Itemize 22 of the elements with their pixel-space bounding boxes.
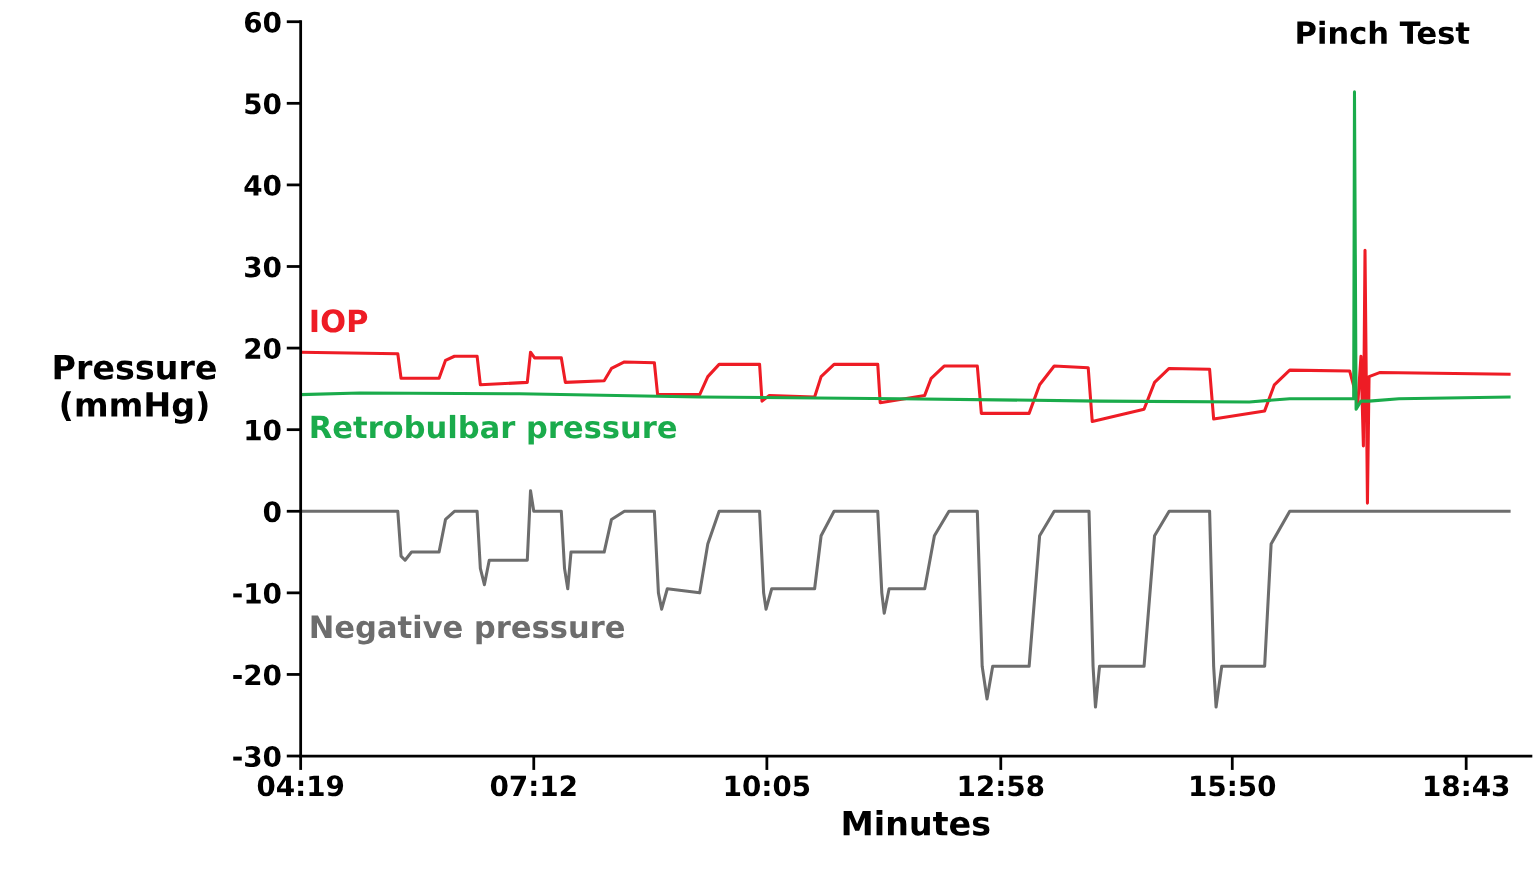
y-tick-label: 0: [263, 501, 281, 523]
x-tick-label: 18:43: [1425, 775, 1509, 797]
y-tick-label: -30: [233, 745, 281, 767]
x-axis-title: Minutes: [843, 810, 990, 836]
y-tick-label: -20: [233, 664, 281, 686]
series-label: IOP: [311, 309, 368, 333]
y-tick-label: 50: [245, 93, 281, 115]
y-tick-label: 20: [245, 338, 281, 360]
series-label: Retrobulbar pressure: [311, 414, 677, 445]
annotation: Pinch Test: [1297, 20, 1470, 45]
x-tick-label: 07:12: [490, 775, 576, 797]
y-tick-label: 30: [245, 256, 281, 278]
x-tick-label: 12:58: [959, 775, 1044, 797]
y-tick-label: 40: [244, 174, 281, 196]
x-tick-label: 10:05: [725, 775, 810, 797]
y-tick-label: -10: [233, 582, 281, 604]
x-tick-label: 04:19: [257, 775, 344, 797]
x-tick-label: 15:50: [1191, 775, 1276, 797]
y-tick-label: 10: [246, 419, 281, 441]
series-label: Negative pressure: [311, 614, 625, 645]
y-tick-label: 60: [244, 11, 281, 33]
y-axis-title: Pressure (mmHg): [54, 354, 216, 424]
